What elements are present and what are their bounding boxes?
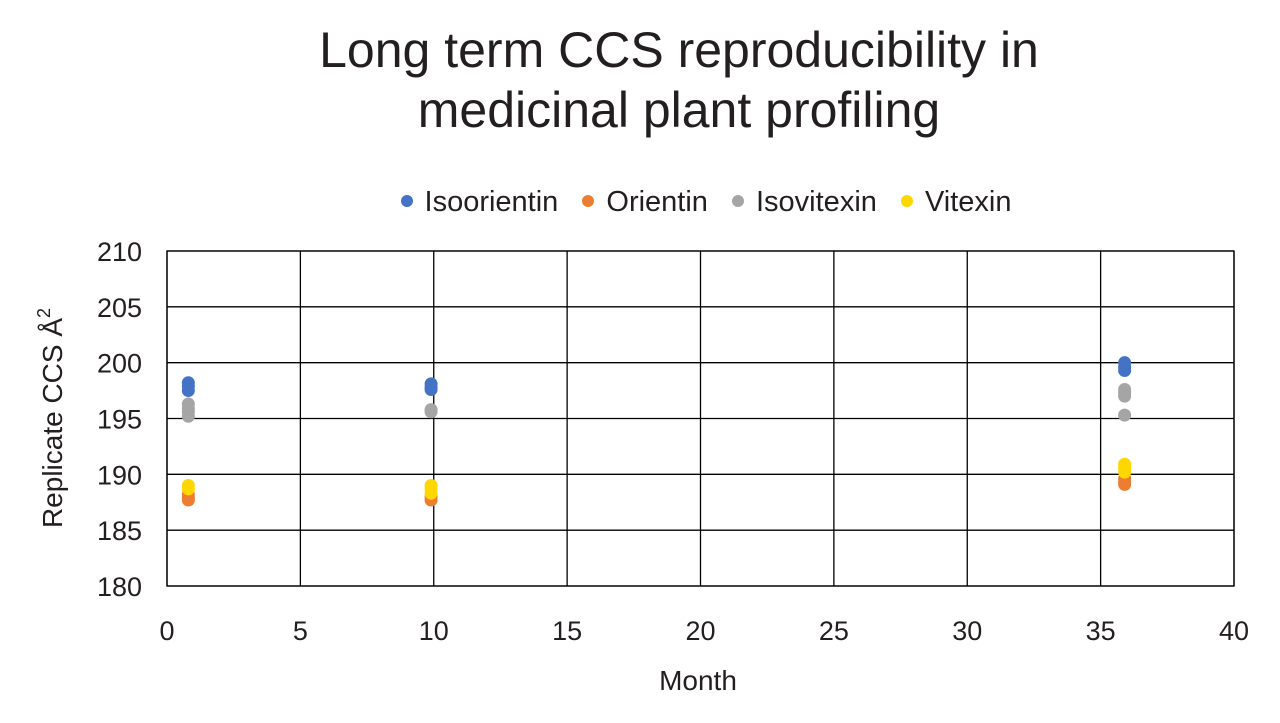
x-axis-label: Month (659, 665, 737, 696)
x-tick-label: 40 (1219, 616, 1249, 646)
data-point-vitexin (424, 486, 438, 500)
x-tick-label: 25 (819, 616, 849, 646)
chart-title-line-2: medicinal plant profiling (417, 82, 941, 138)
data-point-isovitexin (424, 405, 438, 419)
x-tick-label: 5 (293, 616, 308, 646)
data-point-isoorientin (181, 384, 195, 398)
legend-label: Vitexin (924, 186, 1012, 218)
legend-entry-isovitexin: Isovitexin (732, 184, 877, 220)
data-point-isovitexin (1118, 408, 1132, 422)
y-axis-label-text: Replicate CCS Å (37, 318, 68, 528)
legend-label: Isoorientin (424, 186, 559, 218)
data-point-orientin (181, 493, 195, 507)
tick-labels: 0 5 10 15 20 25 30 35 40 180 185 190 195 200 205 210 (97, 237, 1249, 646)
x-tick-label: 15 (552, 616, 582, 646)
x-tick-label: 20 (685, 616, 715, 646)
gridlines (166, 250, 1235, 587)
legend-marker-icon (400, 195, 413, 208)
data-point-vitexin (181, 482, 195, 496)
x-tick-label: 10 (419, 616, 449, 646)
data-point-vitexin (1118, 465, 1132, 479)
y-tick-label: 195 (97, 405, 142, 435)
x-tick-label: 0 (159, 616, 174, 646)
legend-label: Isovitexin (756, 186, 877, 218)
legend-entry-vitexin: Vitexin (900, 184, 1012, 220)
legend-entry-orientin: Orientin (582, 184, 708, 220)
y-axis-label: Replicate CCS Å2 (34, 308, 68, 528)
y-tick-label: 200 (97, 349, 142, 379)
chart-title-line-1: Long term CCS reproducibility in (319, 22, 1039, 78)
x-tick-label: 35 (1086, 616, 1116, 646)
y-tick-label: 180 (97, 572, 142, 602)
legend-label: Orientin (606, 186, 708, 218)
legend-entry-isoorientin: Isoorientin (400, 184, 559, 220)
data-point-isovitexin (181, 409, 195, 423)
y-tick-label: 190 (97, 460, 142, 490)
y-tick-label: 205 (97, 293, 142, 323)
data-point-isovitexin (1118, 389, 1132, 403)
plot-area-frame (166, 250, 1235, 587)
y-tick-label: 210 (97, 237, 142, 267)
x-tick-label: 30 (952, 616, 982, 646)
legend-marker-icon (900, 195, 913, 208)
chart-title: Long term CCS reproducibility in medicin… (0, 20, 1280, 140)
data-point-orientin (1118, 477, 1132, 491)
data-point-isoorientin (424, 382, 438, 396)
legend-marker-icon (732, 195, 744, 208)
legend-marker-icon (582, 195, 595, 208)
data-point-isoorientin (1118, 363, 1132, 377)
y-tick-label: 185 (97, 516, 142, 546)
data-points (181, 356, 1132, 507)
legend: Isoorientin Orientin Isovitexin Vitexin (0, 184, 1280, 220)
y-axis-label-superscript: 2 (34, 308, 54, 318)
